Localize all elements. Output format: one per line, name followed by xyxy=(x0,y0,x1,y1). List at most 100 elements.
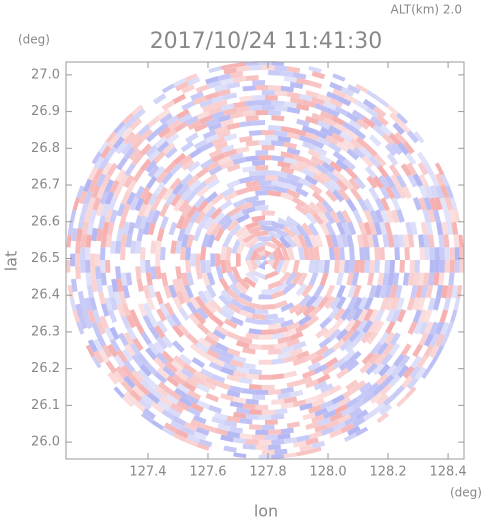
field-cell xyxy=(75,240,81,254)
field-cell xyxy=(129,309,139,323)
field-cell xyxy=(130,103,144,116)
field-cell xyxy=(245,373,259,380)
field-cell xyxy=(261,260,265,265)
field-cell xyxy=(365,106,379,119)
field-cell xyxy=(275,260,285,275)
field-cell xyxy=(418,309,428,323)
field-cell xyxy=(100,145,112,159)
field-cell xyxy=(255,110,269,116)
field-cell xyxy=(381,374,395,388)
field-cell xyxy=(210,222,222,237)
field-cell xyxy=(193,139,208,150)
field-cell xyxy=(418,234,425,248)
field-cell xyxy=(261,210,276,216)
field-cell xyxy=(405,221,413,236)
field-cell xyxy=(365,362,378,376)
field-cell xyxy=(226,331,241,341)
field-cell xyxy=(126,179,137,194)
field-cell xyxy=(388,374,401,388)
field-cell xyxy=(274,185,289,194)
field-cell xyxy=(239,418,253,425)
field-cell xyxy=(140,331,152,346)
field-cell xyxy=(140,379,153,392)
field-cell xyxy=(325,134,339,146)
field-cell xyxy=(412,343,423,358)
field-cell xyxy=(439,197,449,211)
field-cell xyxy=(414,260,420,273)
field-cell xyxy=(302,412,316,421)
field-cell xyxy=(344,260,350,274)
field-cell xyxy=(245,61,259,66)
field-cell xyxy=(449,260,455,273)
field-cell xyxy=(298,134,313,144)
field-cell xyxy=(373,320,385,334)
field-cell xyxy=(181,426,195,436)
field-cell xyxy=(121,395,134,409)
field-cell xyxy=(384,284,393,299)
field-cell xyxy=(236,407,250,415)
field-cell xyxy=(412,196,422,211)
field-cell xyxy=(308,201,322,214)
field-cell xyxy=(208,165,223,176)
field-cell xyxy=(382,234,390,248)
field-cell xyxy=(313,260,320,274)
field-cell xyxy=(299,93,313,102)
field-cell xyxy=(379,186,391,200)
field-cell xyxy=(139,158,152,172)
field-cell xyxy=(258,319,272,325)
field-cell xyxy=(84,297,92,311)
field-cell xyxy=(220,393,234,402)
field-cell xyxy=(351,399,366,411)
field-cell xyxy=(364,260,370,274)
field-cell xyxy=(71,227,78,242)
field-cell xyxy=(389,112,402,125)
field-cell xyxy=(339,246,345,260)
field-cell xyxy=(350,187,362,201)
field-cell xyxy=(80,303,89,317)
field-cell xyxy=(157,108,171,120)
field-cell xyxy=(322,180,336,193)
field-cell xyxy=(343,415,358,427)
x-tick-label: 127.8 xyxy=(249,465,286,480)
field-cell xyxy=(384,175,396,189)
field-cell xyxy=(378,174,390,189)
field-cell xyxy=(189,296,201,310)
field-cell xyxy=(407,234,415,248)
field-cell xyxy=(233,101,247,109)
field-cell xyxy=(298,376,313,386)
field-cell xyxy=(251,175,265,181)
field-cell xyxy=(138,398,152,411)
field-cell xyxy=(153,341,166,355)
field-cell xyxy=(382,343,395,357)
field-cell xyxy=(198,337,212,349)
field-cell xyxy=(208,361,223,372)
field-cell xyxy=(137,368,150,382)
field-cell xyxy=(292,260,300,275)
field-cell xyxy=(147,342,160,356)
field-cell xyxy=(107,135,119,149)
field-cell xyxy=(112,120,125,134)
field-cell xyxy=(274,342,288,350)
field-cell xyxy=(159,302,170,317)
field-cell xyxy=(95,253,101,267)
field-cell xyxy=(242,362,256,370)
field-cell xyxy=(316,136,331,147)
field-cell xyxy=(326,107,340,118)
field-cell xyxy=(368,352,381,365)
field-cell xyxy=(85,260,91,273)
field-cell xyxy=(265,95,278,101)
field-cell xyxy=(392,272,400,286)
y-tick-label: 26.8 xyxy=(31,141,60,156)
field-cell xyxy=(326,402,340,413)
field-cell xyxy=(208,404,222,414)
field-cell xyxy=(121,348,133,362)
field-cell xyxy=(363,198,374,212)
field-cell xyxy=(257,236,273,241)
field-cell xyxy=(339,131,353,143)
field-cell xyxy=(211,373,226,384)
field-cell xyxy=(229,71,244,79)
field-cell xyxy=(326,170,340,183)
field-cell xyxy=(96,173,107,187)
field-cell xyxy=(223,362,237,372)
field-cell xyxy=(297,246,305,260)
